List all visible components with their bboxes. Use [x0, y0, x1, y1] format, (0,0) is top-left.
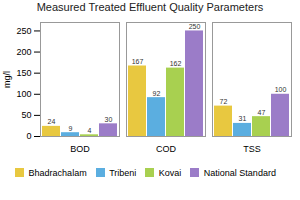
svg-text:72: 72 — [220, 98, 228, 105]
svg-text:50: 50 — [21, 110, 31, 120]
html-text:Measured Treated Effluent Qual: Measured Treated Effluent Quality Parame… — [36, 1, 264, 13]
svg-text:100: 100 — [275, 86, 287, 93]
svg-text:COD: COD — [156, 144, 177, 154]
html-text:Bhadrachalam: Bhadrachalam — [28, 167, 87, 178]
svg-text:250: 250 — [189, 23, 201, 30]
svg-text:167: 167 — [132, 58, 144, 65]
svg-text:30: 30 — [105, 116, 113, 123]
html-text:National Standard: National Standard — [203, 167, 276, 178]
svg-text:BOD: BOD — [70, 144, 90, 154]
svg-text:250: 250 — [16, 26, 31, 36]
svg-text:9: 9 — [69, 125, 73, 132]
svg-text:24: 24 — [48, 118, 56, 125]
svg-text:162: 162 — [170, 60, 182, 67]
svg-text:mg/l: mg/l — [2, 71, 12, 88]
svg-text:TSS: TSS — [243, 144, 261, 154]
svg-text:200: 200 — [16, 47, 31, 57]
html-text:Tribeni: Tribeni — [109, 167, 137, 178]
svg-text:0: 0 — [26, 131, 31, 141]
svg-text:150: 150 — [16, 68, 31, 78]
svg-text:92: 92 — [153, 90, 161, 97]
html-text:Kovai: Kovai — [158, 167, 182, 178]
svg-text:47: 47 — [258, 109, 266, 116]
svg-text:31: 31 — [239, 115, 247, 122]
svg-text:100: 100 — [16, 89, 31, 99]
svg-text:4: 4 — [88, 127, 92, 134]
